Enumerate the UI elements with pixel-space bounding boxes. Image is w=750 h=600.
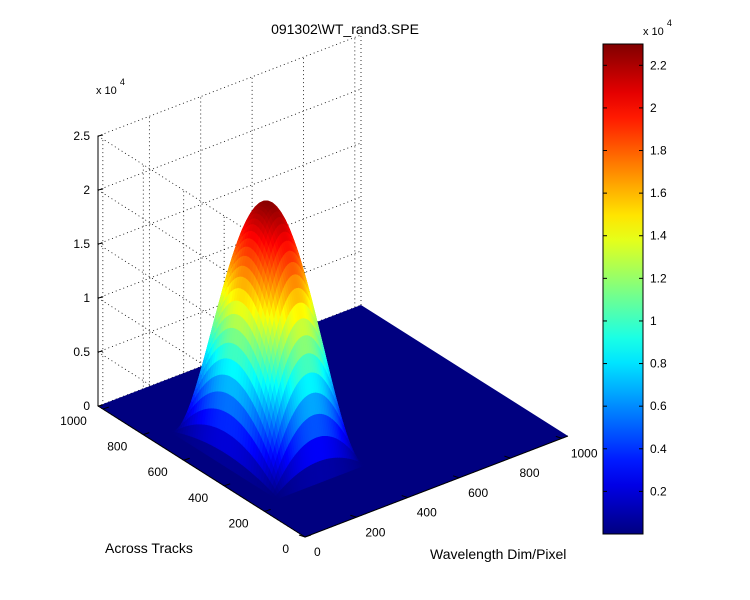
y-tick <box>102 406 110 410</box>
x-tick-label: 800 <box>519 466 539 480</box>
surface <box>98 200 568 537</box>
colorbar-tick-label: 1.6 <box>650 186 667 200</box>
z-multiplier-label: x 10 4 <box>96 77 125 97</box>
z-multiplier-exp: 4 <box>120 77 125 87</box>
y-axis: 0 200 400 600 800 1000 <box>60 406 312 556</box>
x-axis: 0 200 400 600 800 1000 <box>298 435 598 559</box>
y-axis-line <box>97 405 306 538</box>
colorbar-tick-label: 1.4 <box>650 229 667 243</box>
x-tick-label: 1000 <box>571 446 598 460</box>
y-tick-label: 200 <box>229 516 249 530</box>
surface-patch <box>359 462 366 467</box>
colorbar-multiplier-label: x 10 4 <box>643 18 672 38</box>
colorbar-multiplier-exp: 4 <box>667 18 672 28</box>
x-axis-line <box>304 435 569 538</box>
x-tick <box>401 495 408 499</box>
z-tick-label: 1.5 <box>73 237 90 251</box>
colorbar-multiplier-base: x 10 <box>643 26 664 38</box>
colorbar-tick-label: 0.8 <box>650 357 667 371</box>
z-tick-label: 0 <box>83 399 90 413</box>
y-axis-label: Across Tracks <box>105 540 193 556</box>
colorbar-tick-label: 0.6 <box>650 399 667 413</box>
y-tick-label: 600 <box>148 465 168 479</box>
z-multiplier-base: x 10 <box>96 85 117 97</box>
colorbar-tick-label: 2 <box>650 101 657 115</box>
z-tick <box>97 242 104 245</box>
y-tick <box>264 508 271 512</box>
y-tick <box>143 432 150 436</box>
colorbar-tick-label: 1 <box>650 314 657 328</box>
z-tick <box>97 296 104 299</box>
y-tick <box>183 457 190 461</box>
x-tick-label: 0 <box>314 545 321 559</box>
colorbar: 0.2 0.4 0.6 0.8 1 1.2 1.4 1.6 1.8 2 2.2 x 10 4 <box>602 18 672 535</box>
z-tick <box>97 404 104 407</box>
z-tick <box>97 350 104 353</box>
z-tick <box>97 134 104 137</box>
x-tick-label: 600 <box>468 486 488 500</box>
z-axis: 0 0.5 1 1.5 2 2.5 <box>73 129 104 413</box>
x-tick-label: 200 <box>365 525 385 539</box>
x-axis-label: Wavelength Dim/Pixel <box>430 546 566 562</box>
z-tick-label: 1 <box>83 291 90 305</box>
colorbar-tick-label: 0.2 <box>650 484 667 498</box>
colorbar-gradient <box>602 43 644 535</box>
y-tick-label: 800 <box>107 440 127 454</box>
chart-title: 091302\WT_rand3.SPE <box>271 21 419 37</box>
z-tick-label: 2 <box>83 183 90 197</box>
x-tick <box>504 455 511 459</box>
x-tick <box>555 435 562 439</box>
z-tick-label: 2.5 <box>73 129 90 143</box>
y-tick-label: 0 <box>282 542 289 556</box>
x-tick-label: 400 <box>417 506 437 520</box>
x-tick <box>350 514 357 518</box>
z-tick-label: 0.5 <box>73 345 90 359</box>
x-tick <box>452 475 460 479</box>
x-tick <box>298 534 306 538</box>
colorbar-tick-label: 1.2 <box>650 271 667 285</box>
z-tick <box>97 188 104 191</box>
y-tick-label: 1000 <box>60 414 87 428</box>
y-tick-label: 400 <box>188 491 208 505</box>
y-tick <box>304 534 312 538</box>
axes-box <box>97 136 569 538</box>
colorbar-tick-label: 1.8 <box>650 144 667 158</box>
y-tick <box>223 483 231 487</box>
colorbar-tick-label: 2.2 <box>650 58 667 72</box>
colorbar-tick-label: 0.4 <box>650 442 667 456</box>
